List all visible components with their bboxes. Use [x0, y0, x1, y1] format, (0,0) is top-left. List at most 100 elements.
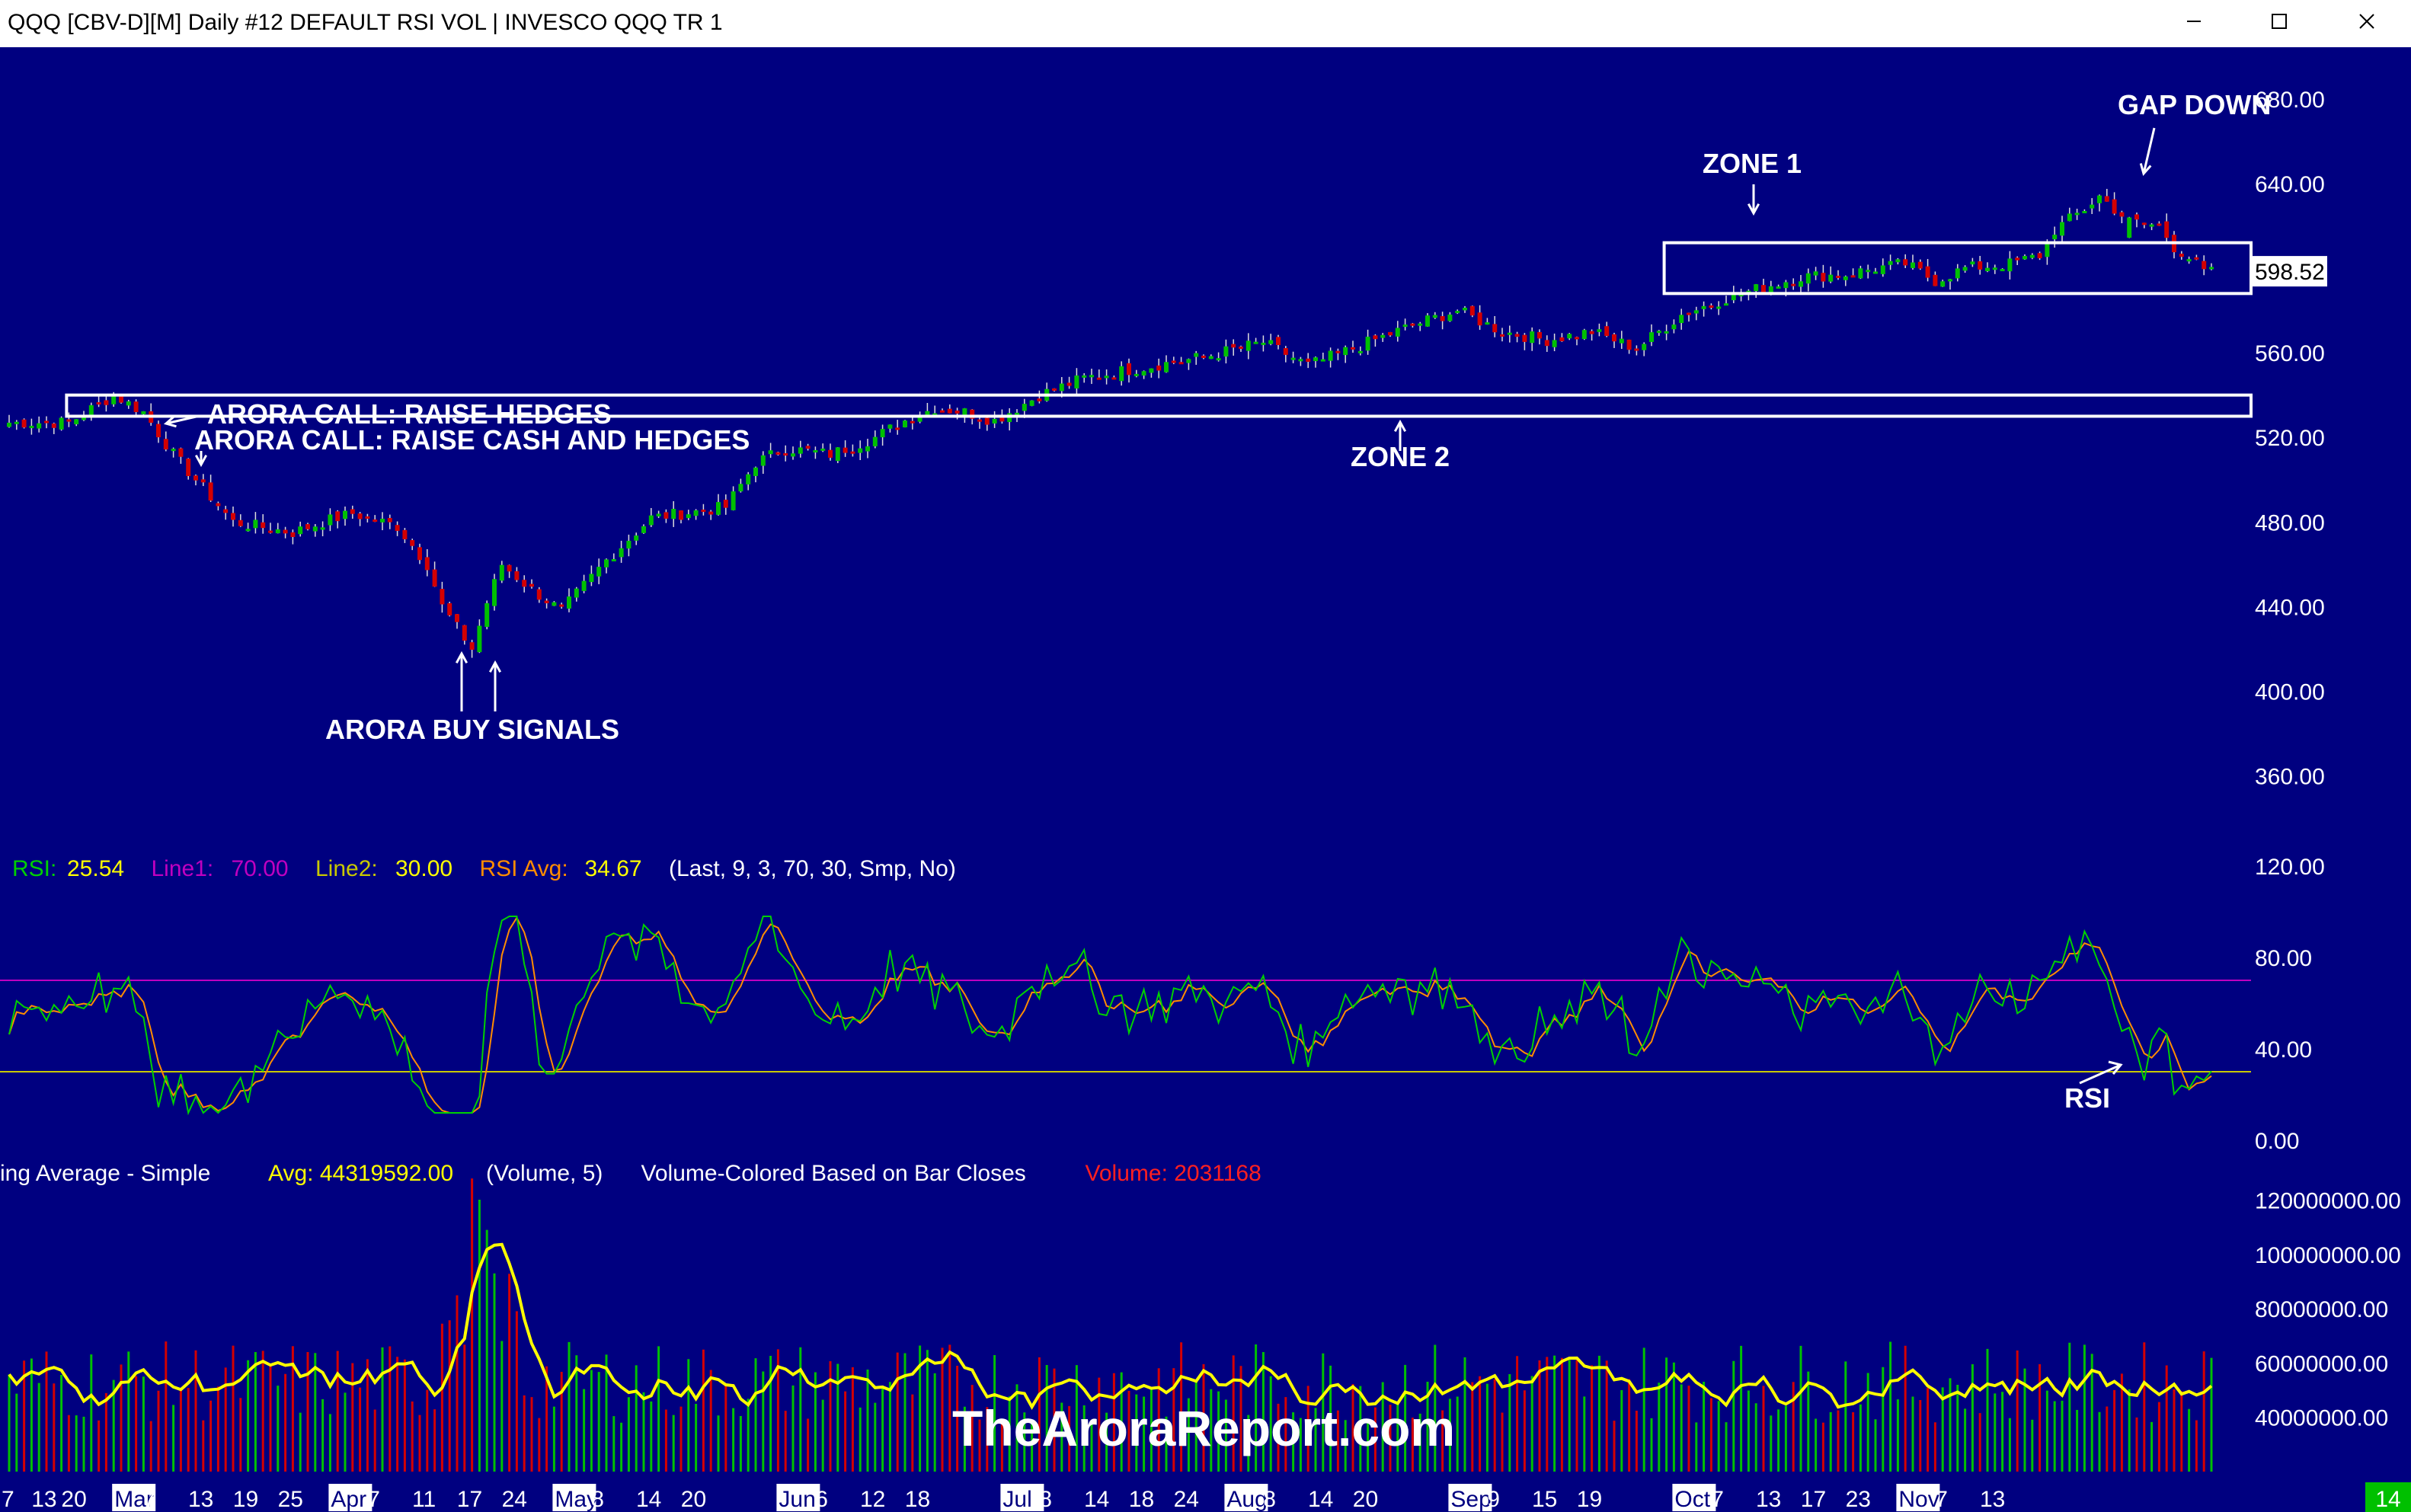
candle-body	[44, 420, 49, 424]
day-label: 8	[591, 1487, 604, 1512]
y-tick-label: 480.00	[2255, 510, 2325, 535]
candle-body	[119, 395, 123, 403]
day-label: 25	[278, 1487, 303, 1512]
candle-body	[731, 491, 736, 510]
candle-body	[410, 540, 415, 546]
candle-body	[1447, 314, 1453, 321]
day-label: 7	[1935, 1487, 1948, 1512]
candle-body	[1873, 271, 1878, 274]
month-label: Jul	[1002, 1487, 1031, 1512]
candle-body	[424, 557, 430, 571]
candle-body	[1365, 337, 1370, 351]
rsi-avg-line	[8, 916, 2212, 1114]
candle-body	[2052, 235, 2058, 240]
candle-body	[2037, 253, 2042, 259]
day-label: 14	[1308, 1487, 1333, 1512]
candle-body	[1201, 355, 1206, 358]
candle-body	[992, 418, 997, 424]
candle-body	[1597, 329, 1602, 332]
maximize-icon	[2272, 14, 2287, 29]
candle-body	[2179, 254, 2184, 257]
candle-body	[947, 408, 952, 414]
candle-body	[2067, 213, 2072, 222]
candle-body	[141, 411, 146, 414]
maximize-button[interactable]	[2237, 0, 2321, 47]
candle-body	[701, 510, 706, 513]
candle-body	[432, 569, 437, 587]
candle-body	[1783, 282, 1789, 289]
candle-body	[1552, 340, 1557, 347]
candle-body	[245, 529, 251, 532]
candle-body	[2119, 212, 2125, 217]
candle-body	[880, 429, 885, 438]
candle-body	[1306, 358, 1311, 362]
candle-body	[1567, 334, 1572, 339]
candle-body	[887, 424, 893, 429]
close-button[interactable]	[2323, 0, 2411, 47]
candle-body	[686, 514, 691, 519]
candle-body	[604, 559, 609, 567]
candle-body	[1821, 273, 1826, 282]
candle-body	[2164, 221, 2170, 238]
candle-body	[1357, 350, 1363, 353]
day-label: 19	[233, 1487, 258, 1512]
vol-legend-item: (Volume, 5)	[486, 1161, 603, 1186]
candle-body	[253, 519, 258, 529]
annotation-arrow-hedges-head	[163, 415, 177, 428]
annotation-arrow-hedges	[165, 414, 200, 425]
candle-body	[37, 423, 42, 429]
month-label-box	[1000, 1484, 1044, 1511]
candle-body	[1731, 292, 1736, 301]
candle-body	[708, 511, 714, 515]
vol-y-tick-label: 60000000.00	[2255, 1351, 2388, 1376]
vol-y-tick-label: 40000000.00	[2255, 1406, 2388, 1431]
candle-body	[2104, 196, 2109, 202]
candle-body	[977, 419, 982, 422]
candle-body	[1537, 332, 1542, 339]
y-tick-label: 560.00	[2255, 341, 2325, 366]
candle-body	[462, 625, 467, 641]
month-label: Sep	[1450, 1487, 1491, 1512]
chart-area[interactable]: 680.00640.00600.00560.00520.00480.00440.…	[0, 47, 2411, 1512]
candle-body	[768, 450, 773, 455]
candle-body	[835, 447, 840, 462]
month-label: Mar	[114, 1487, 154, 1512]
candle-body	[738, 484, 743, 492]
candle-body	[1223, 346, 1229, 357]
candle-body	[343, 510, 347, 519]
candle-body	[1581, 330, 1587, 340]
candle-body	[104, 400, 109, 405]
candle-body	[1463, 308, 1467, 311]
candle-body	[1955, 268, 1960, 279]
day-label: 9	[1487, 1487, 1500, 1512]
day-label: 8	[1263, 1487, 1276, 1512]
day-label: 11	[412, 1487, 436, 1512]
candle-body	[59, 417, 64, 430]
candle-body	[1805, 273, 1811, 284]
month-label-box	[1672, 1484, 1716, 1511]
candle-body	[238, 519, 243, 526]
rsi-annotation: RSI	[2064, 1082, 2110, 1114]
candle-body	[275, 529, 280, 534]
candle-body	[1799, 281, 1803, 287]
candle-body	[1626, 339, 1632, 350]
candle-body	[2060, 222, 2064, 236]
candle-body	[1253, 341, 1258, 344]
candle-body	[1186, 359, 1191, 363]
candle-body	[178, 448, 184, 457]
candle-body	[1791, 283, 1796, 286]
candle-body	[1119, 366, 1124, 382]
candle-body	[917, 417, 923, 422]
candle-body	[2015, 257, 2020, 261]
candle-body	[1850, 275, 1856, 278]
minimize-button[interactable]	[2152, 0, 2236, 47]
candle-body	[2000, 269, 2005, 272]
candle-body	[1268, 340, 1274, 344]
candle-body	[380, 519, 385, 523]
buy-arrow-2-head	[488, 660, 502, 673]
candle-body	[1380, 334, 1386, 338]
candle-body	[1335, 350, 1341, 353]
annotation-arrow-cash-head	[194, 454, 208, 468]
candle-body	[1612, 334, 1616, 342]
candle-body	[798, 447, 803, 454]
